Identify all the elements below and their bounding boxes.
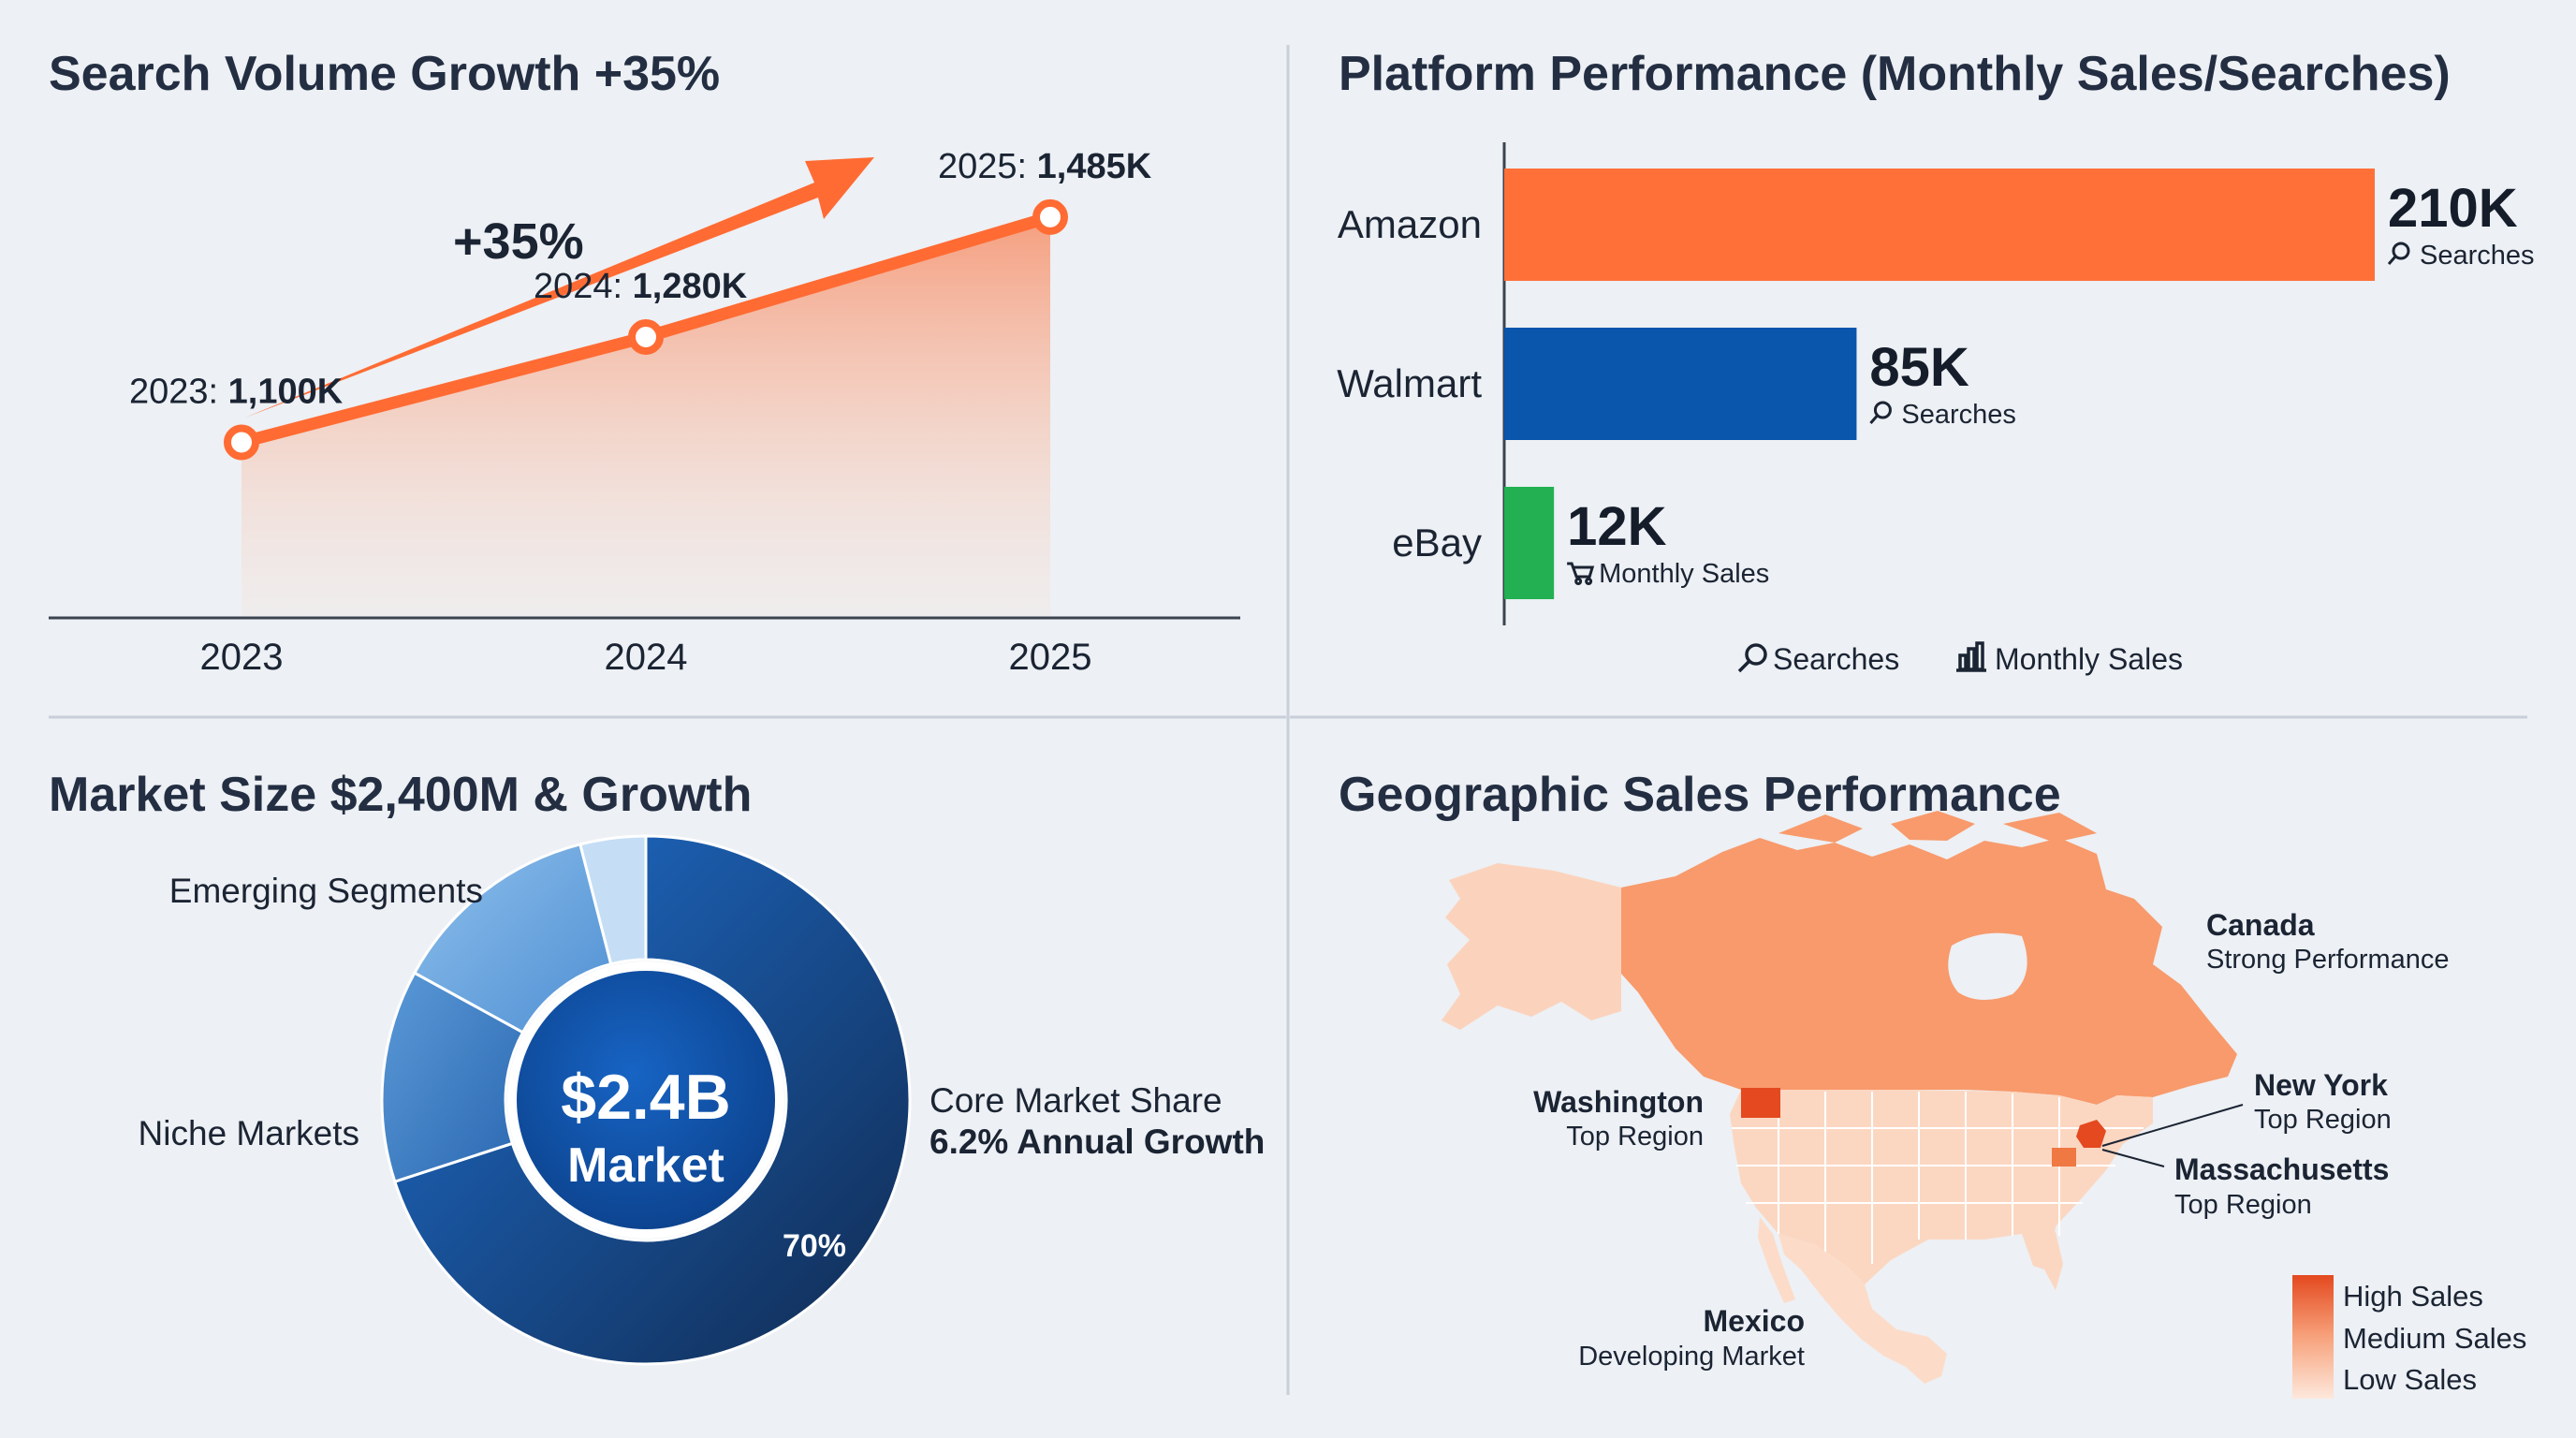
donut-center-label: Market — [567, 1138, 724, 1193]
arctic-island — [1778, 814, 1863, 843]
data-point-2025 — [1032, 198, 1068, 235]
legend-high-sales: High Sales — [2343, 1280, 2483, 1313]
category-label-walmart: Walmart — [1337, 361, 1482, 405]
x-tick-2024: 2024 — [605, 637, 688, 678]
canada-label: Canada — [2206, 908, 2315, 942]
florida-region — [2031, 1232, 2063, 1290]
canada-region — [1621, 838, 2237, 1105]
baja-region — [1758, 1217, 1795, 1303]
alaska-region — [1442, 863, 1621, 1030]
mexico-region — [1778, 1234, 1947, 1384]
search-volume-points — [224, 198, 1068, 461]
emerging-segments-label: Emerging Segments — [169, 872, 483, 910]
mexico-label: Mexico — [1704, 1304, 1805, 1338]
bar-walmart — [1504, 328, 1857, 440]
bar-amazon — [1504, 169, 2375, 281]
arctic-island — [2003, 813, 2097, 843]
bar-ebay — [1504, 487, 1555, 599]
x-tick-2025: 2025 — [1009, 637, 1092, 678]
mexico-note: Developing Market — [1578, 1342, 1805, 1372]
niche-markets-label: Niche Markets — [139, 1114, 359, 1152]
slice-core-market — [392, 834, 912, 1366]
legend-searches-label: Searches — [1773, 642, 1899, 676]
metric-label-walmart: Searches — [1901, 400, 2016, 430]
new-york-leader-line — [2101, 1104, 2244, 1147]
market-size-title: Market Size $2,400M & Growth — [49, 768, 752, 822]
value-label-ebay: 12K — [1567, 496, 1667, 557]
geographic-panel: Geographic Sales Performance — [1339, 768, 2526, 1399]
x-tick-2023: 2023 — [200, 637, 284, 678]
data-label-2025: 2025: 1,485K — [938, 147, 1152, 186]
search-icon — [1869, 401, 1892, 424]
metric-label-ebay: Monthly Sales — [1599, 559, 1769, 589]
legend-searches-icon — [1737, 643, 1767, 673]
core-slice-pct: 70% — [783, 1228, 846, 1264]
value-label-walmart: 85K — [1869, 337, 1969, 398]
legend-monthly-sales-icon — [1956, 641, 1986, 672]
washington-region — [1741, 1088, 1780, 1118]
massachusetts-note: Top Region — [2174, 1190, 2312, 1220]
donut-center-value: $2.4B — [561, 1062, 730, 1133]
growth-label: +35% — [453, 213, 584, 270]
massachusetts-region — [2052, 1148, 2076, 1167]
data-label-2023: 2023: 1,100K — [129, 373, 344, 412]
canada-note: Strong Performance — [2206, 945, 2450, 975]
legend-low-sales: Low Sales — [2343, 1363, 2477, 1396]
new-york-label: New York — [2254, 1068, 2388, 1102]
search-volume-point-labels: 2023: 1,100K 2024: 1,280K 2025: 1,485K — [129, 147, 1152, 412]
legend-monthly-sales-label: Monthly Sales — [1995, 642, 2183, 676]
category-label-ebay: eBay — [1392, 521, 1482, 565]
bar-legend: Searches Monthly Sales — [1737, 641, 2183, 676]
legend-medium-sales: Medium Sales — [2343, 1322, 2526, 1355]
search-icon — [2387, 242, 2410, 265]
massachusetts-label: Massachusetts — [2174, 1152, 2389, 1186]
hudson-bay — [1948, 932, 2027, 1001]
search-volume-panel: Search Volume Growth +35% +35% 2023: 1,1… — [49, 47, 1240, 678]
platform-performance-panel: Platform Performance (Monthly Sales/Sear… — [1337, 47, 2534, 676]
data-point-2024 — [628, 319, 664, 355]
metric-label-amazon: Searches — [2420, 241, 2535, 271]
market-size-panel: Market Size $2,400M & Growth $2.4B Marke… — [49, 768, 1265, 1366]
search-volume-area — [242, 216, 1050, 616]
search-volume-x-ticks: 2023 2024 2025 — [200, 637, 1092, 678]
donut-center — [517, 971, 775, 1229]
cart-icon — [1567, 562, 1595, 585]
data-label-2024: 2024: 1,280K — [534, 267, 748, 306]
platform-performance-title: Platform Performance (Monthly Sales/Sear… — [1339, 47, 2451, 101]
new-york-region — [2076, 1120, 2106, 1148]
geographic-title: Geographic Sales Performance — [1339, 768, 2061, 822]
slice-other — [578, 834, 648, 966]
search-volume-title: Search Volume Growth +35% — [49, 47, 720, 101]
map-legend-scale — [2292, 1275, 2334, 1399]
washington-note: Top Region — [1566, 1122, 1704, 1152]
massachusetts-leader-line — [2101, 1149, 2165, 1167]
new-york-note: Top Region — [2254, 1105, 2392, 1135]
core-market-label: Core Market Share — [929, 1081, 1222, 1120]
value-label-amazon: 210K — [2388, 178, 2518, 239]
category-label-amazon: Amazon — [1338, 202, 1482, 246]
arctic-island — [1891, 811, 1975, 841]
core-market-growth: 6.2% Annual Growth — [929, 1123, 1265, 1161]
washington-label: Washington — [1533, 1085, 1704, 1119]
market-donut — [380, 834, 912, 1366]
data-point-2023 — [224, 424, 259, 461]
